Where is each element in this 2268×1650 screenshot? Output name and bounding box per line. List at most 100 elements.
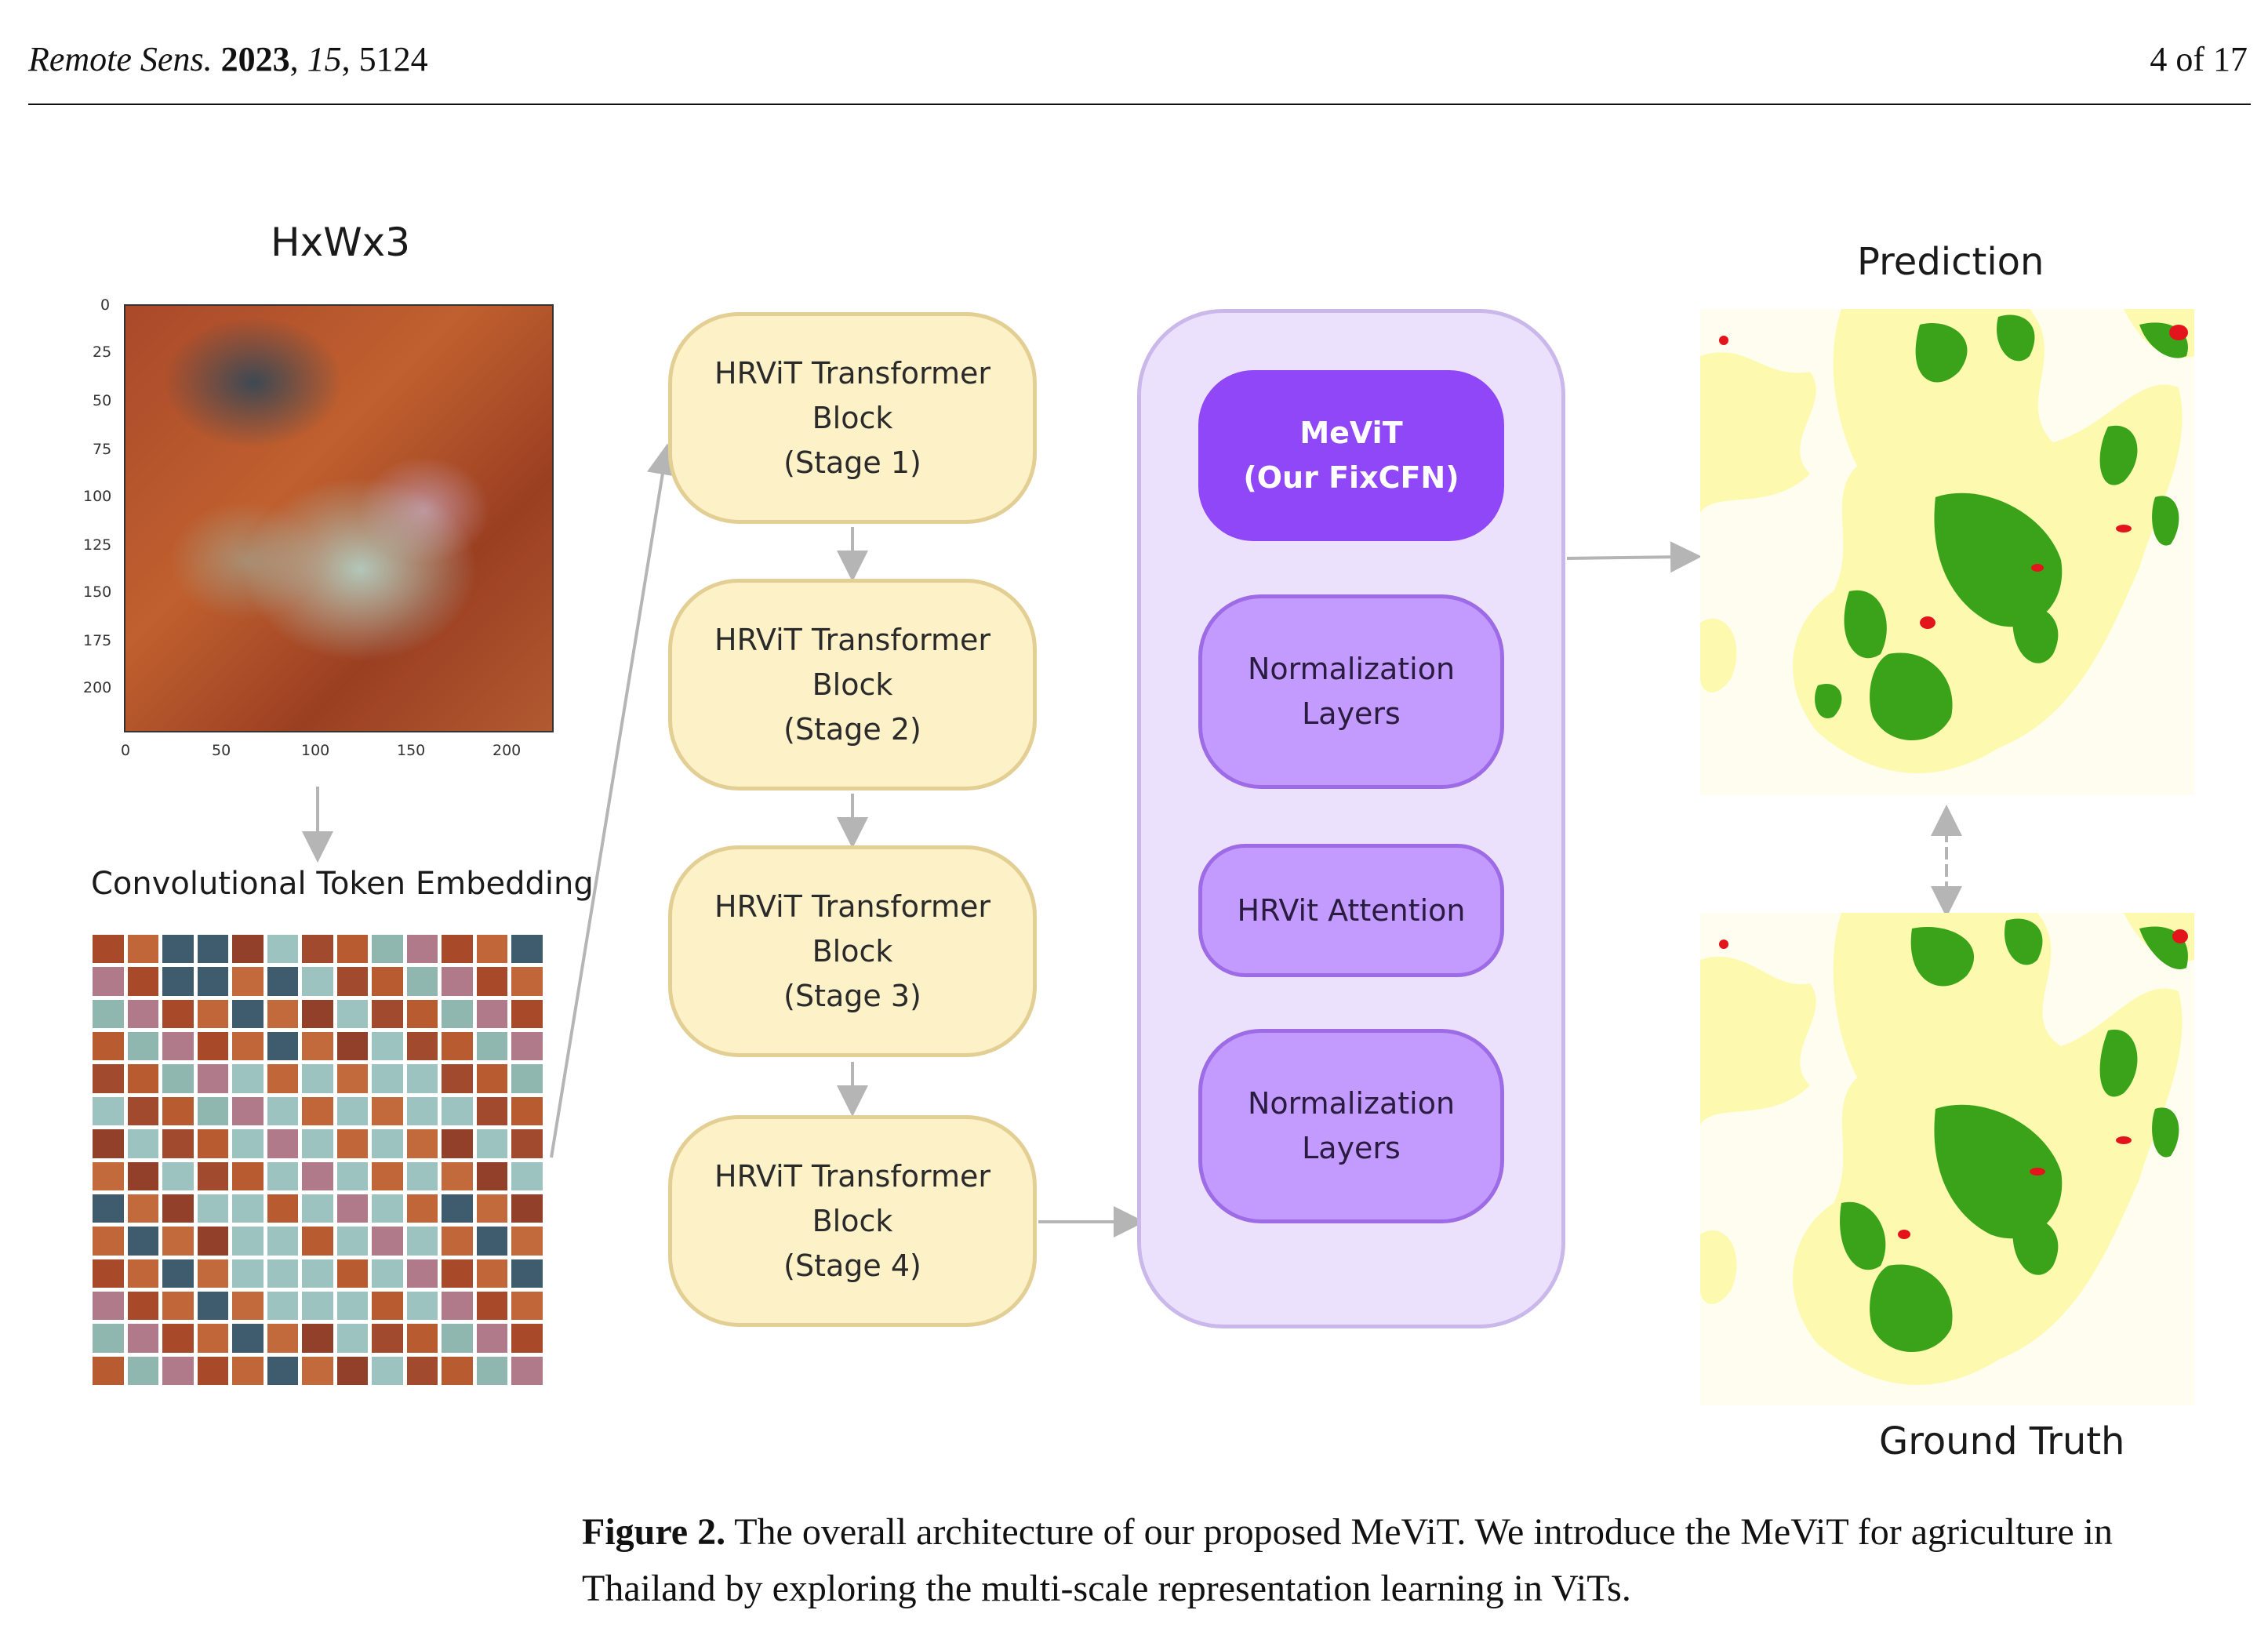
- running-header: Remote Sens. 2023, 15, 5124 4 of 17: [28, 39, 2248, 86]
- token-tile: [197, 1096, 229, 1126]
- token-tile: [442, 1227, 473, 1256]
- token-tile: [93, 1096, 124, 1126]
- token-tile: [511, 1356, 543, 1385]
- arrow-panel-to-prediction: [1566, 541, 1702, 573]
- token-tile: [162, 1129, 194, 1158]
- token-tile: [93, 1161, 124, 1190]
- token-tile: [232, 1161, 264, 1190]
- token-tile: [442, 1032, 473, 1061]
- token-tile: [336, 1356, 369, 1385]
- token-tile: [476, 1161, 508, 1190]
- mevit-title: MeViT: [1299, 416, 1403, 450]
- norm-title: Normalization: [1247, 1086, 1456, 1121]
- stage-3-block: HRViT Transformer Block (Stage 3): [668, 845, 1037, 1057]
- token-grid: [93, 935, 543, 1385]
- token-tile: [511, 1032, 543, 1061]
- arrow-embedding-to-stage1: [550, 443, 678, 1158]
- token-tile: [232, 1064, 264, 1093]
- token-tile: [372, 967, 403, 996]
- token-tile: [93, 1129, 124, 1158]
- token-tile: [336, 935, 369, 964]
- token-tile: [336, 1129, 369, 1158]
- token-tile: [442, 967, 473, 996]
- token-tile: [232, 1129, 264, 1158]
- token-tile: [232, 1032, 264, 1061]
- token-tile: [127, 1032, 159, 1061]
- token-tile: [267, 1161, 299, 1190]
- token-tile: [476, 1324, 508, 1353]
- token-tile: [93, 1227, 124, 1256]
- token-tile: [406, 1064, 438, 1093]
- token-tile: [336, 1161, 369, 1190]
- token-tile: [511, 1161, 543, 1190]
- hrvit-attention-block: HRVit Attention: [1198, 844, 1504, 977]
- satellite-input-image: [124, 304, 554, 732]
- y-tick: 75: [93, 441, 112, 458]
- token-tile: [336, 1259, 369, 1288]
- token-tile: [372, 1194, 403, 1223]
- token-tile: [232, 999, 264, 1029]
- x-tick: 150: [397, 742, 426, 759]
- token-tile: [197, 999, 229, 1029]
- token-tile: [442, 1291, 473, 1321]
- journal-year: 2023: [220, 40, 290, 78]
- token-tile: [406, 1227, 438, 1256]
- token-tile: [476, 1194, 508, 1223]
- token-tile: [267, 1356, 299, 1385]
- token-tile: [93, 935, 124, 964]
- token-tile: [476, 1259, 508, 1288]
- token-tile: [197, 1324, 229, 1353]
- token-tile: [511, 935, 543, 964]
- token-tile: [372, 1324, 403, 1353]
- token-tile: [93, 1194, 124, 1223]
- token-tile: [511, 999, 543, 1029]
- y-tick: 200: [83, 679, 112, 696]
- token-tile: [93, 1291, 124, 1321]
- token-tile: [336, 1324, 369, 1353]
- token-tile: [162, 1356, 194, 1385]
- norm-subtitle: Layers: [1302, 1131, 1401, 1165]
- token-tile: [336, 1194, 369, 1223]
- ground-truth-map: [1700, 913, 2194, 1405]
- token-tile: [162, 1161, 194, 1190]
- token-tile: [372, 1064, 403, 1093]
- token-tile: [93, 1032, 124, 1061]
- token-tile: [232, 1324, 264, 1353]
- token-tile: [267, 1194, 299, 1223]
- token-tile: [511, 1096, 543, 1126]
- token-tile: [372, 999, 403, 1029]
- token-tile: [372, 1096, 403, 1126]
- token-tile: [267, 1096, 299, 1126]
- token-tile: [406, 1259, 438, 1288]
- token-tile: [302, 1032, 333, 1061]
- token-tile: [476, 1227, 508, 1256]
- token-tile: [442, 999, 473, 1029]
- token-tile: [372, 1291, 403, 1321]
- x-tick: 100: [301, 742, 330, 759]
- token-tile: [406, 999, 438, 1029]
- token-tile: [127, 1356, 159, 1385]
- token-tile: [302, 1259, 333, 1288]
- y-tick: 100: [83, 488, 112, 505]
- stage-4-block: HRViT Transformer Block (Stage 4): [668, 1115, 1037, 1327]
- y-tick: 175: [83, 632, 112, 649]
- stage-number: (Stage 2): [783, 711, 921, 747]
- journal-name: Remote Sens.: [28, 40, 213, 78]
- token-tile: [162, 999, 194, 1029]
- token-tile: [267, 1259, 299, 1288]
- journal-volume: 15: [307, 40, 342, 78]
- y-tick: 0: [100, 296, 111, 314]
- token-tile: [197, 1194, 229, 1223]
- token-tile: [511, 1291, 543, 1321]
- mevit-subtitle: (Our FixCFN): [1243, 460, 1459, 495]
- token-tile: [476, 1032, 508, 1061]
- stage-number: (Stage 3): [783, 978, 921, 1013]
- token-tile: [197, 1259, 229, 1288]
- token-tile: [511, 1259, 543, 1288]
- token-tile: [197, 1291, 229, 1321]
- token-tile: [302, 1064, 333, 1093]
- token-tile: [336, 1064, 369, 1093]
- token-tile: [232, 1227, 264, 1256]
- token-tile: [442, 1356, 473, 1385]
- stage-1-block: HRViT Transformer Block (Stage 1): [668, 312, 1037, 524]
